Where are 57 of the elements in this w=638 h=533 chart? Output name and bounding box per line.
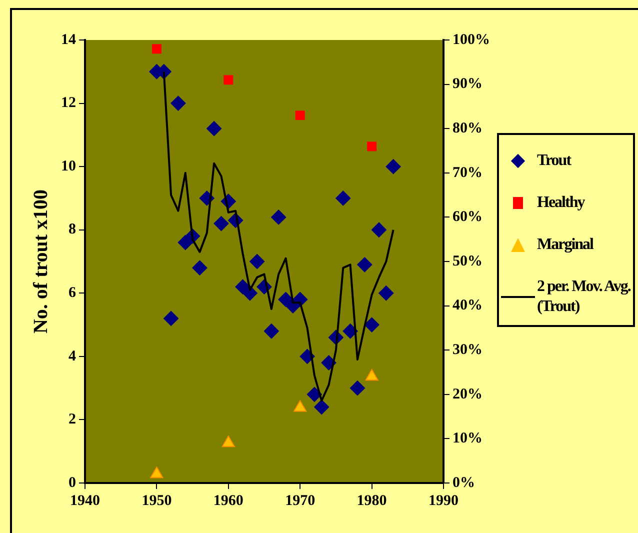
legend-label: Trout [537,151,572,171]
x-tick-label: 1970 [285,492,316,509]
y2-tick-label: 40% [452,298,482,314]
point [306,386,322,402]
y-axis-title: No. of trout x100 [30,189,52,334]
point [206,121,222,136]
point [294,400,307,412]
point [342,324,358,339]
y-tick-label: 2 [68,412,76,428]
point [178,235,193,250]
x-tick-label: 1980 [356,492,387,509]
point [214,216,229,232]
y2-tick-label: 60% [452,209,482,226]
point [264,324,279,339]
legend-label: Marginal [537,235,594,255]
y-tick-label: 4 [68,348,76,364]
point [364,317,380,332]
x-tick-label: 1990 [428,492,458,509]
y-tick-label: 10 [61,158,76,174]
point [378,286,394,301]
y2-tick-label: 100% [452,32,490,48]
legend-label: Healthy [537,193,586,213]
point [150,466,164,478]
point [222,436,235,448]
point [314,400,330,415]
point [152,44,162,54]
x-tick-label: 1950 [142,492,172,509]
y-tick-label: 14 [61,32,76,48]
point [367,142,377,152]
y2-tick-label: 0% [452,474,475,491]
point [357,257,372,272]
point [371,222,386,238]
x-tick-label: 1960 [213,492,244,509]
point [192,260,208,276]
point [350,380,365,396]
y2-tick-label: 50% [452,253,482,270]
y2-tick-label: 20% [452,386,482,402]
y-tick-label: 6 [68,285,76,302]
y2-tick-label: 80% [452,120,482,136]
y-tick-label: 12 [61,95,76,112]
point [224,75,234,85]
point [386,159,401,174]
point [271,210,286,225]
point [295,110,305,120]
point [250,254,265,269]
y2-tick-label: 10% [452,430,482,447]
point [170,96,186,111]
y2-tick-label: 90% [452,76,482,92]
y2-tick-label: 30% [452,342,482,358]
point [336,190,351,206]
y-tick-label: 0 [68,474,76,491]
point [365,369,378,381]
x-tick-label: 1940 [70,492,100,509]
y-tick-label: 8 [68,222,76,238]
y2-tick-label: 70% [452,164,482,181]
point [164,310,179,326]
legend-label: 2 per. Mov. Avg. (Trout) [537,277,632,317]
